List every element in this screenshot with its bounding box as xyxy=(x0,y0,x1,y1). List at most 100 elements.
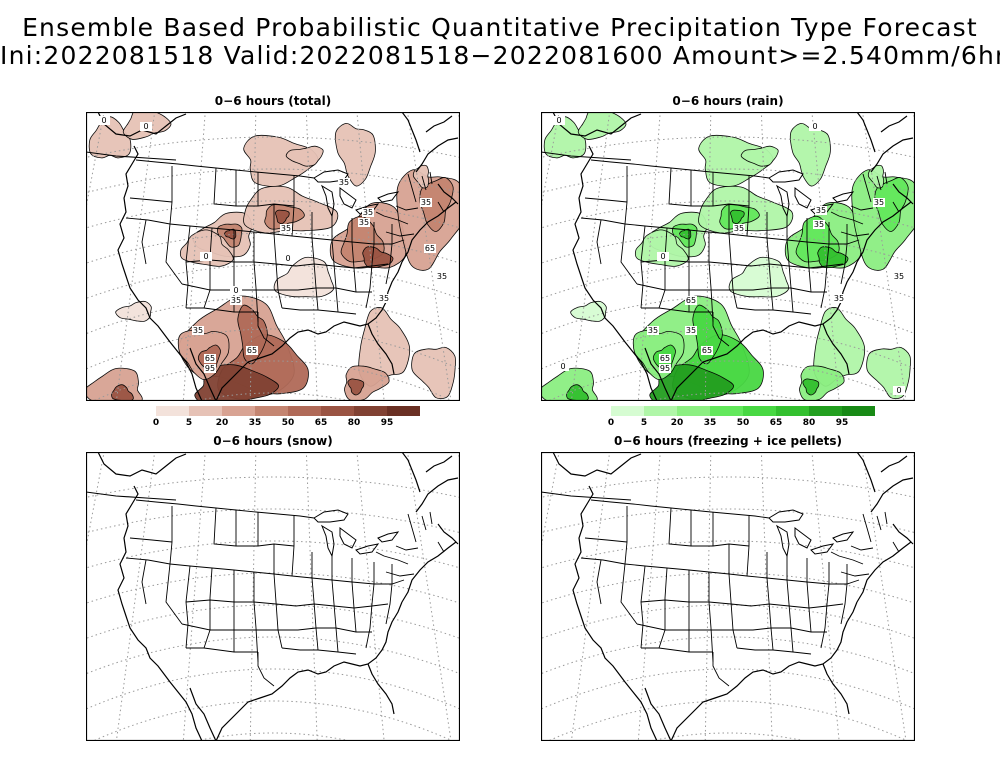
colorbar-swatch xyxy=(387,406,420,416)
contour-label-bg xyxy=(424,244,436,253)
contour-label: 35 xyxy=(686,326,696,335)
page-title: Ensemble Based Probabilistic Quantitativ… xyxy=(22,13,978,42)
contour-label: 35 xyxy=(359,218,369,227)
contour-label: 35 xyxy=(339,178,349,187)
contour-label: 35 xyxy=(231,296,241,305)
colorbar-total: 0 5 20 35 50 65 80 95 xyxy=(152,406,420,432)
contour-label-bg xyxy=(338,178,350,187)
contour-label: 0 xyxy=(556,116,561,125)
contour-label: 0 xyxy=(233,286,238,295)
colorbar-swatch xyxy=(677,406,710,416)
panel-title-freezing: 0−6 hours (freezing + ice pellets) xyxy=(613,434,843,448)
contour-label: 95 xyxy=(660,364,670,373)
contour-label-bg xyxy=(436,272,448,281)
colorbar-label: 50 xyxy=(281,418,295,428)
contour-label-bg xyxy=(230,286,242,295)
colorbar-swatch xyxy=(222,406,255,416)
colorbar-label: 80 xyxy=(347,418,361,428)
colorbar-swatch xyxy=(354,406,387,416)
contour-label-bg xyxy=(230,296,242,305)
contour-label-bg xyxy=(200,252,212,261)
contour-label-bg xyxy=(893,272,905,281)
contour-label: 0 xyxy=(812,122,817,131)
colorbar-rain: 0 5 20 35 50 65 80 95 xyxy=(607,406,875,432)
contour-label-bg xyxy=(701,346,713,355)
contour-label: 65 xyxy=(660,354,670,363)
contour-label-bg xyxy=(657,252,669,261)
contour-label-bg xyxy=(280,224,292,233)
contour-label-bg xyxy=(358,218,370,227)
contour-label-bg xyxy=(362,208,374,217)
colorbar-label: 5 xyxy=(185,418,193,428)
contour-label: 65 xyxy=(686,296,696,305)
contour-label-bg xyxy=(813,220,825,229)
colorbar-label: 65 xyxy=(769,418,783,428)
contour-label: 0 xyxy=(101,116,106,125)
contour-label: 65 xyxy=(247,346,257,355)
contour-label-bg xyxy=(98,116,110,125)
colorbar-label: 80 xyxy=(802,418,816,428)
contour-label: 35 xyxy=(421,198,431,207)
colorbar-swatch xyxy=(321,406,354,416)
map-snow xyxy=(86,452,460,741)
contour-label: 65 xyxy=(425,244,435,253)
contour-label: 0 xyxy=(896,386,901,395)
contour-label-bg xyxy=(873,198,885,207)
contour-label: 0 xyxy=(560,362,565,371)
colorbar-label: 95 xyxy=(380,418,394,428)
contour-label-bg xyxy=(893,386,905,395)
contour-label-bg xyxy=(833,294,845,303)
contour-label: 0 xyxy=(660,252,665,261)
contour-label-bg xyxy=(815,206,827,215)
contour-label-bg xyxy=(557,362,569,371)
map-freezing xyxy=(541,452,915,741)
panel-title-snow: 0−6 hours (snow) xyxy=(213,434,333,448)
contour-label: 35 xyxy=(281,224,291,233)
contour-label: 35 xyxy=(814,220,824,229)
contour-label-bg xyxy=(192,326,204,335)
colorbar-swatch xyxy=(156,406,189,416)
contour-label-bg xyxy=(553,116,565,125)
colorbar-swatch xyxy=(611,406,644,416)
contour-label-bg xyxy=(685,326,697,335)
colorbar-label: 20 xyxy=(670,418,684,428)
contour-label: 35 xyxy=(437,272,447,281)
colorbar-swatch xyxy=(743,406,776,416)
colorbar-label: 20 xyxy=(215,418,229,428)
page-subtitle: Ini:2022081518 Valid:2022081518−20220816… xyxy=(0,41,1000,70)
colorbar-label: 0 xyxy=(607,418,615,428)
contour-label-bg xyxy=(204,364,216,373)
colorbar-label: 35 xyxy=(703,418,717,428)
panel-title-total: 0−6 hours (total) xyxy=(214,94,332,108)
contour-label: 35 xyxy=(834,294,844,303)
contour-label: 35 xyxy=(816,206,826,215)
colorbar-label: 0 xyxy=(152,418,160,428)
colorbar-swatch xyxy=(842,406,875,416)
contour-label: 0 xyxy=(285,254,290,263)
contour-label-bg xyxy=(420,198,432,207)
colorbar-swatch xyxy=(288,406,321,416)
contour-label: 95 xyxy=(205,364,215,373)
contour-label: 35 xyxy=(734,224,744,233)
contour-label: 35 xyxy=(363,208,373,217)
colorbar-swatch xyxy=(644,406,677,416)
contour-label: 0 xyxy=(143,122,148,131)
colorbar-label: 95 xyxy=(835,418,849,428)
contour-label-bg xyxy=(204,354,216,363)
contour-label-bg xyxy=(733,224,745,233)
contour-label-bg xyxy=(282,254,294,263)
contour-label: 35 xyxy=(379,294,389,303)
colorbar-swatch xyxy=(710,406,743,416)
contour-label: 35 xyxy=(648,326,658,335)
contour-label: 35 xyxy=(874,198,884,207)
colorbar-swatch xyxy=(776,406,809,416)
contour-label-bg xyxy=(140,122,152,131)
colorbar-swatch xyxy=(189,406,222,416)
colorbar-label: 35 xyxy=(248,418,262,428)
colorbar-label: 50 xyxy=(736,418,750,428)
colorbar-swatch xyxy=(809,406,842,416)
contour-label: 65 xyxy=(205,354,215,363)
colorbar-swatch xyxy=(255,406,288,416)
